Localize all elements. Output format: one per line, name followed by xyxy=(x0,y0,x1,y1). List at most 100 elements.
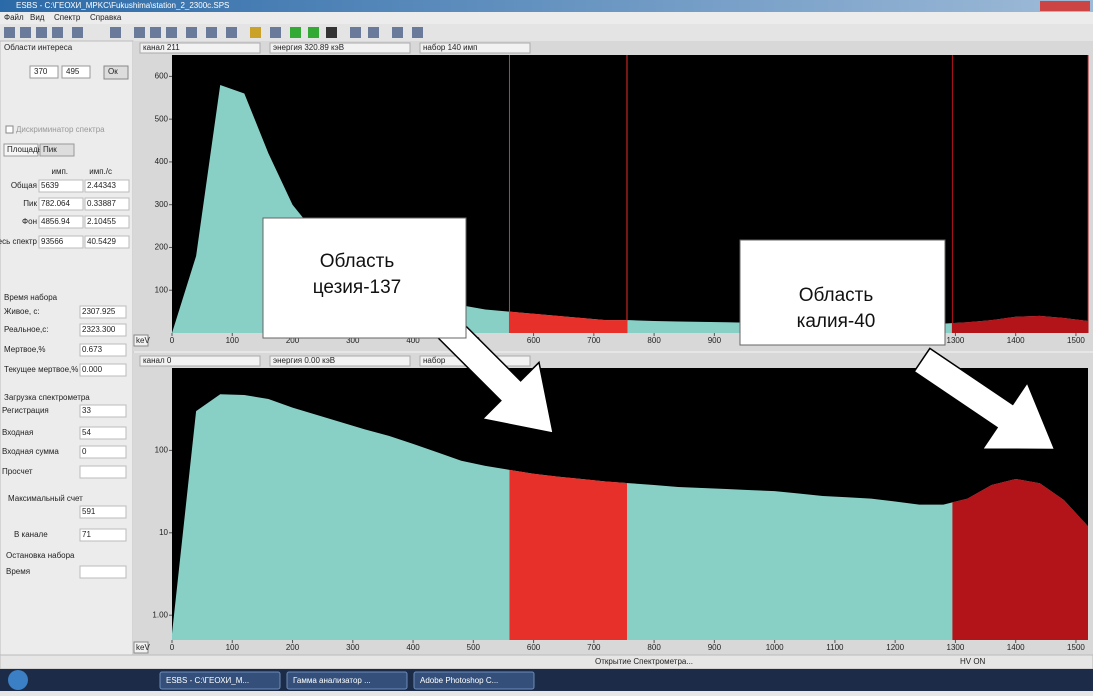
x-tick-label: 1200 xyxy=(886,643,904,652)
menu-item: Файл xyxy=(4,13,24,22)
field xyxy=(38,197,84,211)
button[interactable] xyxy=(103,65,129,80)
header-field xyxy=(139,42,261,54)
row-label: Фон xyxy=(22,217,37,226)
load-label: Регистрация xyxy=(2,406,49,415)
x-tick-label: 300 xyxy=(346,336,360,345)
tab[interactable] xyxy=(39,143,75,157)
x-tick-label: 1300 xyxy=(947,336,965,345)
channel-value: 71 xyxy=(82,530,91,539)
field xyxy=(79,465,127,479)
task-button[interactable] xyxy=(159,671,281,690)
x-tick-label: 600 xyxy=(527,643,541,652)
tab[interactable] xyxy=(3,143,39,157)
plot-header: канал 0 xyxy=(143,356,172,365)
checkbox[interactable] xyxy=(5,125,14,134)
x-tick-label: 1100 xyxy=(826,643,844,652)
y-tick-label: 300 xyxy=(155,200,169,209)
y-tick-label: 200 xyxy=(155,243,169,252)
status-text: HV ON xyxy=(960,657,986,666)
start-button[interactable] xyxy=(8,670,28,690)
callout-text: Область xyxy=(320,251,395,272)
x-tick-label: 300 xyxy=(346,643,360,652)
row-value: 2.44343 xyxy=(87,181,116,190)
field xyxy=(79,404,127,418)
field xyxy=(79,528,127,542)
callout-box xyxy=(739,239,946,346)
max-value: 591 xyxy=(82,507,96,516)
y-tick-label: 600 xyxy=(155,71,169,80)
x-tick-label: 1300 xyxy=(947,643,965,652)
column-header: имп. xyxy=(51,167,68,176)
plot-header: набор xyxy=(423,356,446,365)
window-title: ESBS - C:\ГЕОХИ_MPKC\Fukushima\station_2… xyxy=(16,1,229,10)
callout-text: Область xyxy=(799,285,874,306)
field xyxy=(38,235,84,249)
x-tick-label: 100 xyxy=(226,643,240,652)
load-value: 33 xyxy=(82,406,91,415)
status-bar xyxy=(0,654,1093,670)
group-title: Максимальный счет xyxy=(8,494,83,503)
callout-text: цезия-137 xyxy=(313,277,401,298)
status-text: Открытие Спектрометра... xyxy=(595,657,693,666)
roi-button: Ок xyxy=(108,67,118,76)
field xyxy=(79,305,127,319)
row-value: 0.33887 xyxy=(87,199,116,208)
x-tick-label: 1000 xyxy=(766,643,784,652)
row-label: Пик xyxy=(23,199,37,208)
field xyxy=(79,363,127,377)
checkbox-label: Дискриминатор спектра xyxy=(16,125,105,134)
task-label: ESBS - C:\ГЕОХИ_М... xyxy=(166,676,249,685)
x-tick-label: 700 xyxy=(587,643,601,652)
roi-from: 370 xyxy=(34,67,48,76)
load-value: 54 xyxy=(82,428,91,437)
field xyxy=(79,565,127,579)
field xyxy=(38,215,84,229)
task-button[interactable] xyxy=(286,671,408,690)
x-tick-label: 800 xyxy=(647,336,661,345)
field xyxy=(79,343,127,357)
row-label: Общая xyxy=(11,181,37,190)
x-tick-label: 1400 xyxy=(1007,336,1025,345)
callout-box xyxy=(262,217,467,339)
window-controls[interactable] xyxy=(1040,1,1090,11)
input xyxy=(29,65,59,79)
field xyxy=(84,235,130,249)
arrow xyxy=(913,347,1056,451)
toolbar-icons[interactable] xyxy=(4,27,423,38)
y-tick-label: 100 xyxy=(155,446,169,455)
callout-text: калия-40 xyxy=(797,311,876,332)
x-tick-label: 100 xyxy=(226,336,240,345)
load-value: 0 xyxy=(82,447,87,456)
group-title: Остановка набора xyxy=(6,551,75,560)
task-button[interactable] xyxy=(413,671,535,690)
time-value: 2307.925 xyxy=(82,307,116,316)
x-tick-label: 200 xyxy=(286,336,300,345)
channel-label: В канале xyxy=(14,530,48,539)
time-label: Мертвое,% xyxy=(4,345,46,354)
arrow xyxy=(429,309,555,435)
field xyxy=(79,426,127,440)
time-value: 0.000 xyxy=(82,365,103,374)
unit-box xyxy=(133,641,149,654)
panel-title: Области интереса xyxy=(4,43,73,52)
header-field xyxy=(269,355,411,367)
load-label: Просчет xyxy=(2,467,33,476)
y-tick-label: 10 xyxy=(159,528,168,537)
group-title: Время набора xyxy=(4,293,58,302)
plot-header: канал 211 xyxy=(143,43,180,52)
spectrum xyxy=(172,394,1088,640)
field xyxy=(79,445,127,459)
y-tick-label: 400 xyxy=(155,157,169,166)
row-value: 782.064 xyxy=(41,199,70,208)
load-label: Входная xyxy=(2,428,33,437)
title-bar xyxy=(0,0,1093,12)
x-tick-label: 500 xyxy=(467,643,481,652)
column-header: имп./с xyxy=(89,167,112,176)
y-tick-label: 1.00 xyxy=(152,610,168,619)
time-label: Живое, с: xyxy=(4,307,40,316)
field xyxy=(38,179,84,193)
menu-bar xyxy=(0,12,1093,24)
